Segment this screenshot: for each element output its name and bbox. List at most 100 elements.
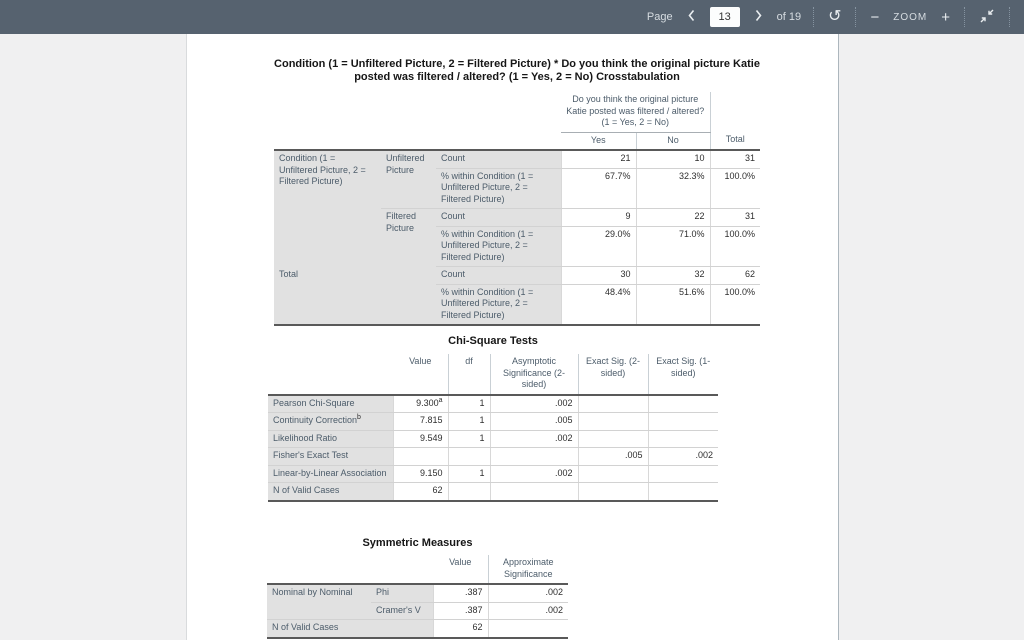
data-cell	[447, 447, 490, 466]
chi-square-corner-cell	[268, 354, 393, 396]
next-page-button[interactable]	[752, 7, 765, 27]
zoom-in-button[interactable]: +	[939, 8, 952, 27]
data-cell	[647, 482, 718, 501]
fit-to-screen-button[interactable]	[977, 6, 997, 29]
crosstab-col-header-yes: Yes	[561, 132, 637, 151]
col-header-value: Value	[433, 555, 488, 585]
document-page: Condition (1 = Unfiltered Picture, 2 = F…	[186, 34, 839, 640]
data-cell	[447, 482, 490, 501]
data-cell	[577, 412, 648, 431]
data-cell: 30	[560, 266, 637, 285]
data-cell: 1	[447, 465, 490, 483]
footnote-marker: b	[357, 414, 361, 421]
data-cell: .002	[487, 602, 568, 620]
toolbar-divider	[855, 7, 857, 27]
row-label: N of Valid Cases	[268, 482, 393, 501]
data-cell: 9.150	[392, 465, 448, 483]
row-label: Pearson Chi-Square	[268, 394, 393, 413]
data-cell	[577, 482, 648, 501]
data-cell: 31	[709, 150, 761, 169]
viewer-toolbar: Page 13 of 19 ↺ − ZOOM +	[0, 0, 1024, 34]
data-cell	[577, 465, 648, 483]
col-header-approx-sig: Approximate Significance	[487, 555, 568, 585]
zoom-out-button[interactable]: −	[868, 8, 881, 27]
crosstab-stat-label-count: Count	[436, 150, 562, 169]
symmetric-corner-cell	[267, 555, 433, 585]
row-label: Likelihood Ratio	[268, 430, 393, 448]
data-cell: 32.3%	[635, 168, 711, 209]
crosstab-col-header-no: No	[635, 132, 711, 151]
data-cell: 100.0%	[709, 168, 761, 209]
row-label: N of Valid Cases	[267, 619, 433, 638]
data-cell: 7.815	[392, 412, 448, 431]
data-cell: 67.7%	[560, 168, 637, 209]
chi-square-table: Value df Asymptotic Significance (2-side…	[268, 354, 718, 502]
data-cell: 9	[560, 208, 637, 227]
rotate-button[interactable]: ↺	[826, 7, 843, 27]
data-cell	[392, 447, 448, 466]
row-label: Continuity Correctionb	[268, 412, 393, 431]
toolbar-divider	[964, 7, 965, 27]
data-cell: .002	[487, 584, 568, 603]
chi-square-title: Chi-Square Tests	[448, 335, 538, 347]
data-cell: .002	[489, 465, 578, 483]
data-cell: 21	[560, 150, 637, 169]
col-header-exact-sig-1: Exact Sig. (1-sided)	[647, 354, 718, 396]
crosstab-table: Do you think the original picture Katie …	[274, 92, 761, 326]
page-number-input[interactable]: 13	[709, 7, 740, 27]
crosstab-row-dimension: Condition (1 = Unfiltered Picture, 2 = F…	[274, 150, 381, 267]
row-label: Linear-by-Linear Association	[268, 465, 393, 483]
page-count-label: of 19	[776, 11, 802, 23]
row-group-label: Nominal by Nominal	[267, 584, 371, 620]
col-header-df: df	[447, 354, 490, 396]
data-cell: 71.0%	[635, 226, 711, 267]
crosstab-col-header-total: Total	[709, 132, 761, 151]
col-header-value: Value	[393, 354, 448, 396]
data-cell: .002	[489, 430, 578, 448]
data-cell: 32	[635, 266, 711, 285]
previous-page-button[interactable]	[685, 7, 698, 27]
minus-icon: −	[870, 8, 880, 26]
data-cell	[577, 430, 648, 448]
crosstab-stat-label-pct: % within Condition (1 = Unfiltered Pictu…	[436, 168, 562, 209]
crosstab-stat-label-pct: % within Condition (1 = Unfiltered Pictu…	[436, 284, 562, 325]
page-label: Page	[646, 11, 673, 23]
data-cell: 48.4%	[560, 284, 637, 325]
data-cell	[489, 447, 578, 466]
rotate-icon: ↺	[828, 8, 842, 25]
data-cell	[647, 394, 718, 413]
row-label: Fisher's Exact Test	[268, 447, 393, 466]
data-cell: 100.0%	[709, 284, 761, 325]
data-cell: .387	[432, 584, 488, 603]
row-label: Cramer's V	[371, 602, 433, 620]
data-cell: 9.549	[392, 430, 448, 448]
data-cell	[577, 394, 648, 413]
data-cell	[647, 430, 718, 448]
crosstab-stat-label-count: Count	[436, 266, 562, 285]
plus-icon: +	[941, 8, 950, 26]
data-cell: .005	[489, 412, 578, 431]
zoom-label: ZOOM	[893, 11, 928, 23]
data-cell: 22	[635, 208, 711, 227]
document-viewer-area[interactable]: Condition (1 = Unfiltered Picture, 2 = F…	[0, 34, 1024, 640]
data-cell: 62	[432, 619, 488, 638]
data-cell	[489, 482, 578, 501]
data-cell: .002	[489, 394, 578, 413]
crosstab-total-header-gap	[709, 92, 761, 132]
data-cell: 62	[709, 266, 761, 285]
data-cell: 29.0%	[560, 226, 637, 267]
col-header-exact-sig-2: Exact Sig. (2-sided)	[577, 354, 648, 396]
row-label-text: Continuity Correction	[273, 415, 358, 425]
cell-value: 9.300	[416, 397, 439, 408]
data-cell: 31	[709, 208, 761, 227]
symmetric-measures-title: Symmetric Measures	[362, 537, 473, 549]
collapse-arrows-icon	[979, 8, 995, 27]
crosstab-row-label-filtered: Filtered Picture	[381, 208, 436, 267]
data-cell: 1	[447, 394, 490, 413]
symmetric-measures-table: Value Approximate Significance Nominal b…	[267, 555, 568, 639]
data-cell	[647, 412, 718, 431]
data-cell: 10	[635, 150, 711, 169]
data-cell: .005	[577, 447, 648, 466]
data-cell: 100.0%	[709, 226, 761, 267]
